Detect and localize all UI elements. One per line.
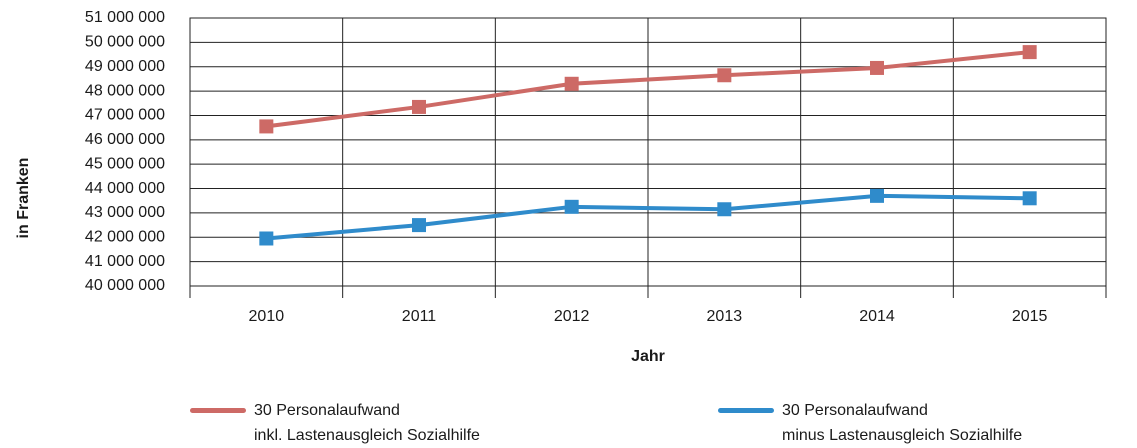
- series-line: [266, 193, 1030, 241]
- point-marker: [259, 119, 274, 134]
- point-marker: [564, 199, 579, 214]
- x-tick-label: 2015: [1012, 308, 1048, 325]
- chart: in Franken Jahr 40 000 000 41 000 000 42 0…: [15, 9, 1107, 365]
- plot-frame: [189, 17, 1107, 287]
- y-tick-label: 47 000 000: [85, 107, 165, 124]
- point-marker: [259, 231, 274, 246]
- point-marker: [1022, 45, 1037, 60]
- point-marker: [1022, 191, 1037, 206]
- y-axis-title: in Franken: [15, 158, 32, 239]
- point-marker: [564, 76, 579, 91]
- x-tick-label: 2011: [402, 308, 437, 325]
- legend-label: 30 Personalaufwand minus Lastenausgleich…: [782, 402, 1023, 444]
- series-line: [266, 50, 1030, 129]
- y-tick-label: 45 000 000: [85, 155, 165, 172]
- x-tick-label: 2012: [554, 308, 590, 325]
- point-marker: [870, 60, 884, 75]
- legend-label: 30 Personalaufwand inkl. Lastenausgleich…: [254, 402, 480, 444]
- y-tick-label: 40 000 000: [85, 277, 165, 294]
- y-tick-label: 51 000 000: [85, 9, 165, 26]
- y-tick-label: 42 000 000: [85, 228, 165, 245]
- point-marker: [717, 68, 732, 83]
- point-marker: [412, 218, 426, 233]
- x-tick-label: 2013: [707, 308, 743, 325]
- legend-swatch: [718, 408, 774, 413]
- y-tick-label: 41 000 000: [85, 253, 165, 270]
- y-tick-label: 48 000 000: [85, 82, 165, 99]
- point-marker: [870, 188, 884, 203]
- x-tick-label: 2010: [249, 308, 285, 325]
- y-tick-label: 50 000 000: [85, 34, 165, 51]
- y-tick-label: 49 000 000: [85, 58, 165, 75]
- point-marker: [412, 99, 426, 114]
- legend-swatch: [190, 408, 246, 413]
- point-marker: [717, 202, 732, 217]
- x-tick-label: 2014: [859, 308, 895, 325]
- y-tick-label: 46 000 000: [85, 131, 165, 148]
- x-axis-title: Jahr: [631, 348, 665, 365]
- y-tick-label: 43 000 000: [85, 204, 165, 221]
- y-tick-label: 44 000 000: [85, 180, 165, 197]
